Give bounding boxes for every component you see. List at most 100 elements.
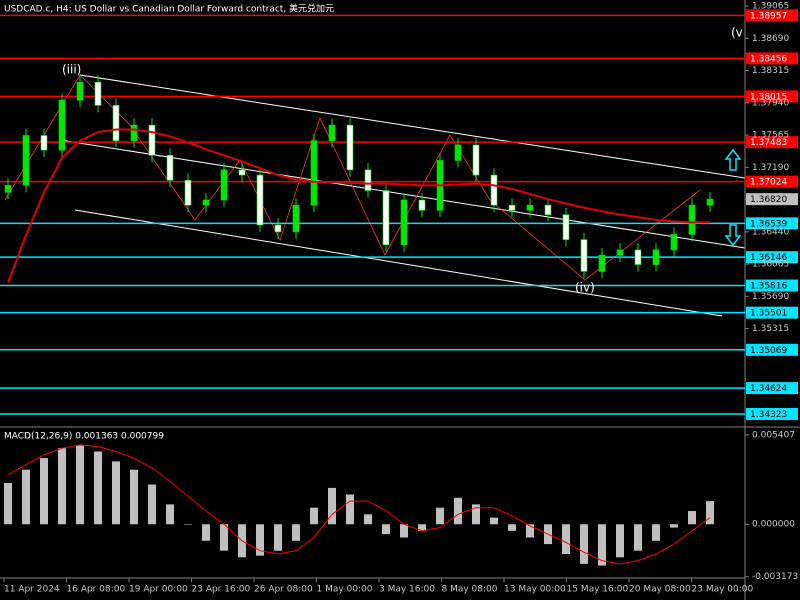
- macd-bar: [508, 524, 516, 531]
- candle-body: [256, 174, 264, 226]
- macd-bar: [202, 524, 210, 541]
- macd-bar: [328, 487, 336, 525]
- candle-body: [472, 144, 480, 176]
- candle-body: [400, 199, 408, 246]
- x-tick-label: 16 Apr 08:00: [67, 585, 126, 595]
- down-arrow: [724, 224, 742, 247]
- candle-body: [166, 154, 174, 181]
- level-label-box: [746, 52, 798, 65]
- x-tick-label: 13 May 00:00: [504, 585, 566, 595]
- y-tick-label: 1.39065: [752, 2, 789, 12]
- level-label: 1.34323: [750, 410, 787, 420]
- macd-bar: [184, 524, 192, 525]
- macd-signal: [7, 444, 711, 565]
- level-label-box: [746, 175, 798, 188]
- macd-bar: [148, 484, 156, 525]
- candle-body: [274, 224, 282, 233]
- macd-bar: [616, 524, 624, 558]
- candle-body: [706, 198, 714, 206]
- wave-label: (iii): [62, 63, 81, 77]
- candle-body: [202, 199, 210, 206]
- candle-body: [22, 135, 30, 186]
- macd-bar: [220, 524, 228, 551]
- chart-title: USDCAD.c, H4: US Dollar vs Canadian Doll…: [4, 3, 334, 15]
- macd-bar: [112, 461, 120, 525]
- level-label: 1.38015: [750, 92, 787, 102]
- candle-body: [526, 204, 534, 211]
- macd-bar: [454, 497, 462, 525]
- candle-body: [292, 204, 300, 233]
- level-label-box: [746, 251, 798, 264]
- macd-bar: [418, 524, 426, 531]
- macd-bar: [526, 524, 534, 538]
- macd-bar: [598, 524, 606, 566]
- level-label-box: [746, 279, 798, 292]
- candle-body: [688, 204, 696, 235]
- y-tick-label: 1.36065: [752, 260, 789, 270]
- y-tick-label: -0.003173: [752, 572, 798, 582]
- x-tick-label: 15 May 16:00: [567, 585, 629, 595]
- macd-bar: [688, 511, 696, 525]
- candle-body: [328, 124, 336, 141]
- candle-body: [364, 169, 372, 191]
- macd-bar: [94, 451, 102, 525]
- candle-body: [634, 249, 642, 265]
- level-label: 1.38456: [750, 54, 787, 64]
- candle-body: [4, 185, 12, 193]
- moving-average: [7, 128, 710, 283]
- candle-body: [310, 140, 318, 206]
- y-tick-label: 1.38690: [752, 34, 789, 44]
- y-tick-label: 1.38315: [752, 66, 789, 76]
- candle-body: [346, 124, 354, 171]
- current-price-box: [746, 193, 798, 206]
- candle-body: [562, 214, 570, 240]
- macd-bar: [400, 524, 408, 538]
- current-price-label: 1.36820: [750, 195, 787, 205]
- candle-body: [544, 204, 552, 215]
- macd-bar: [670, 524, 678, 528]
- y-tick-label: 1.37940: [752, 98, 789, 108]
- y-tick-label: 0.000000: [752, 520, 795, 530]
- x-tick-label: 19 Apr 00:00: [129, 585, 188, 595]
- macd-bar: [346, 494, 354, 525]
- level-label-box: [746, 306, 798, 319]
- candle-body: [58, 99, 66, 151]
- wave-label: (iv): [575, 281, 595, 295]
- candle-body: [652, 249, 660, 265]
- x-tick-label: 3 May 16:00: [379, 585, 435, 595]
- macd-bar: [256, 524, 264, 556]
- candle-body: [40, 135, 48, 151]
- candle-body: [598, 254, 606, 272]
- y-tick-label: 1.35690: [752, 292, 789, 302]
- macd-bar: [472, 504, 480, 525]
- candle-body: [76, 81, 84, 101]
- level-label-box: [746, 382, 798, 395]
- y-tick-label: 0.005407: [752, 430, 795, 440]
- candle-body: [148, 124, 156, 156]
- macd-bar: [652, 524, 660, 541]
- y-tick-label: 1.37565: [752, 131, 789, 141]
- level-label: 1.35501: [750, 309, 787, 319]
- up-arrow: [724, 148, 742, 171]
- wave-label: (v: [731, 26, 743, 40]
- level-label: 1.37483: [750, 138, 787, 148]
- level-label-box: [746, 9, 798, 22]
- macd-bar: [364, 514, 372, 525]
- candle-body: [112, 105, 120, 141]
- channel-lower: [74, 209, 723, 317]
- level-label: 1.34624: [750, 384, 787, 394]
- candle-body: [490, 174, 498, 206]
- level-label: 1.36146: [750, 253, 787, 263]
- candle-body: [220, 169, 228, 201]
- candle-body: [130, 124, 138, 141]
- candle-body: [184, 179, 192, 206]
- macd-bar: [292, 524, 300, 541]
- candle-body: [616, 249, 624, 256]
- macd-bar: [22, 469, 30, 525]
- macd-bar: [40, 458, 48, 525]
- macd-bar: [274, 524, 282, 551]
- x-tick-label: 23 Apr 16:00: [192, 585, 251, 595]
- level-label-box: [746, 136, 798, 149]
